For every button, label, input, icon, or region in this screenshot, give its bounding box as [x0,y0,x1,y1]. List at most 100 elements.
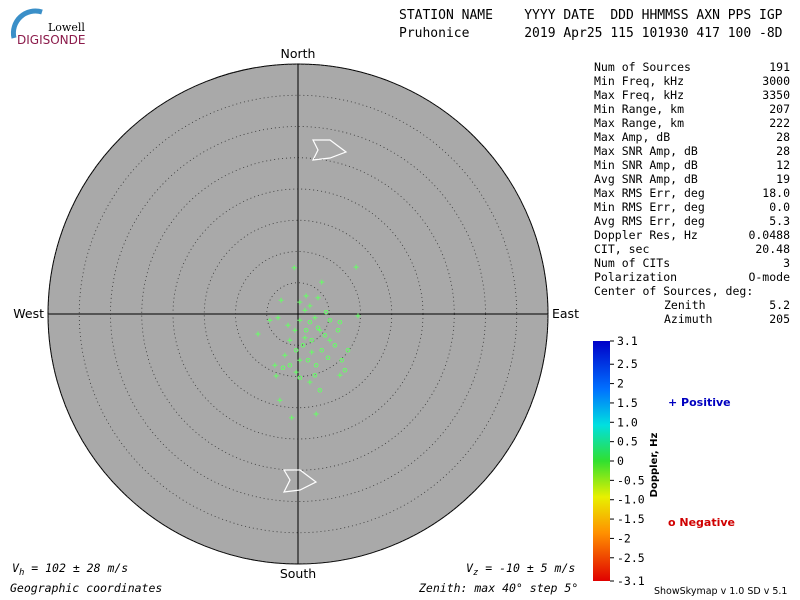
colorbar-tick-label: -3.1 [617,574,645,588]
version-label: ShowSkymap v 1.0 SD v 5.1 [654,586,787,597]
stat-value: 28 [776,130,790,144]
negative-source [312,372,318,378]
center-zenith-label: Zenith [664,298,706,312]
positive-source [278,297,284,303]
stat-value: 0.0 [769,200,790,214]
positive-source [273,373,279,379]
positive-source [312,315,318,321]
stat-value: 28 [776,144,790,158]
positive-source [307,303,313,309]
negative-source [287,362,293,368]
positive-source [297,317,303,323]
positive-source [337,372,343,378]
negative-source [307,319,313,325]
positive-source [272,362,278,368]
stat-name: Polarization [594,270,677,284]
positive-source [292,327,298,333]
stat-name: Min Range, km [594,102,684,116]
stat-name: Min RMS Err, deg [594,200,705,214]
positive-source [275,315,281,321]
negative-source [300,342,306,348]
colorbar-tick-label: 2.5 [617,357,638,371]
stat-name: Max SNR Amp, dB [594,144,698,158]
colorbar-title: Doppler, Hz [649,433,660,498]
west-label: West [13,306,44,321]
colorbar-tick-label: 3.1 [617,334,638,348]
negative-source [337,319,343,325]
stat-value: 222 [769,116,790,130]
negative-source [317,387,323,393]
stat-value: 12 [776,158,790,172]
negative-source [342,367,348,373]
negative-source [309,337,315,343]
center-zenith: 5.2 [769,298,790,312]
vh-label: Vh = 102 ± 28 m/s [12,561,128,578]
stat-value: 191 [769,60,790,74]
positive-source [303,293,309,299]
stat-name: Avg SNR Amp, dB [594,172,698,186]
positive-source [297,357,303,363]
zenith-label: Zenith: max 40° step 5° [418,581,578,595]
colorbar [593,341,610,581]
positive-source [287,337,293,343]
negative-source [303,327,309,333]
negative-source [319,347,325,353]
positive-source [293,369,299,375]
positive-source [302,335,308,341]
positive-source [297,299,303,305]
stat-name: Num of CITs [594,256,670,270]
positive-source [267,317,273,323]
negative-source [332,342,338,348]
stat-name: Min Freq, kHz [594,74,684,88]
negative-source [325,355,331,361]
positive-source [319,279,325,285]
negative-source [327,317,333,323]
stat-value: 3350 [762,88,790,102]
header-line: Pruhonice 2019 Apr25 115 101930 417 100 … [399,26,783,41]
stat-name: Avg RMS Err, deg [594,214,705,228]
colorbar-tick-label: 0.5 [617,435,638,449]
stat-value: 207 [769,102,790,116]
positive-source [289,415,295,421]
colorbar-tick-label: 1.5 [617,396,638,410]
colorbar-tick-label: -2 [617,531,631,545]
positive-source [307,379,313,385]
positive-source [255,331,261,337]
negative-source [335,327,341,333]
negative-source [323,309,329,315]
stat-value: 3000 [762,74,790,88]
east-label: East [552,306,579,321]
positive-legend: + Positive [668,396,731,409]
positive-source [291,265,297,271]
center-azimuth: 205 [769,312,790,326]
negative-source [293,347,299,353]
colorbar-tick-label: -2.5 [617,551,645,565]
positive-source [309,349,315,355]
positive-source [315,295,321,301]
stat-name: Doppler Res, Hz [594,228,698,242]
negative-source [297,375,303,381]
negative-legend: o Negative [668,516,735,529]
positive-source [282,352,288,358]
stat-name: Max Freq, kHz [594,88,684,102]
logo-arc [10,8,43,39]
positive-source [302,307,308,313]
direction-arrow [311,139,348,161]
negative-source [339,357,345,363]
logo-top: Lowell [48,21,85,34]
positive-source [353,264,359,270]
stat-name: Max RMS Err, deg [594,186,705,200]
colorbar-tick-label: -1.0 [617,493,645,507]
stat-value: 18.0 [762,186,790,200]
stat-name: Max Amp, dB [594,130,670,144]
stat-value: 3 [783,256,790,270]
positive-source [327,337,333,343]
negative-source [305,357,311,363]
positive-source [285,322,291,328]
colorbar-tick-label: 0 [617,454,624,468]
stat-value: 0.0488 [748,228,790,242]
logo-bottom: DIGISONDE [17,33,85,47]
negative-source [345,347,351,353]
colorbar-tick-label: -1.5 [617,512,645,526]
